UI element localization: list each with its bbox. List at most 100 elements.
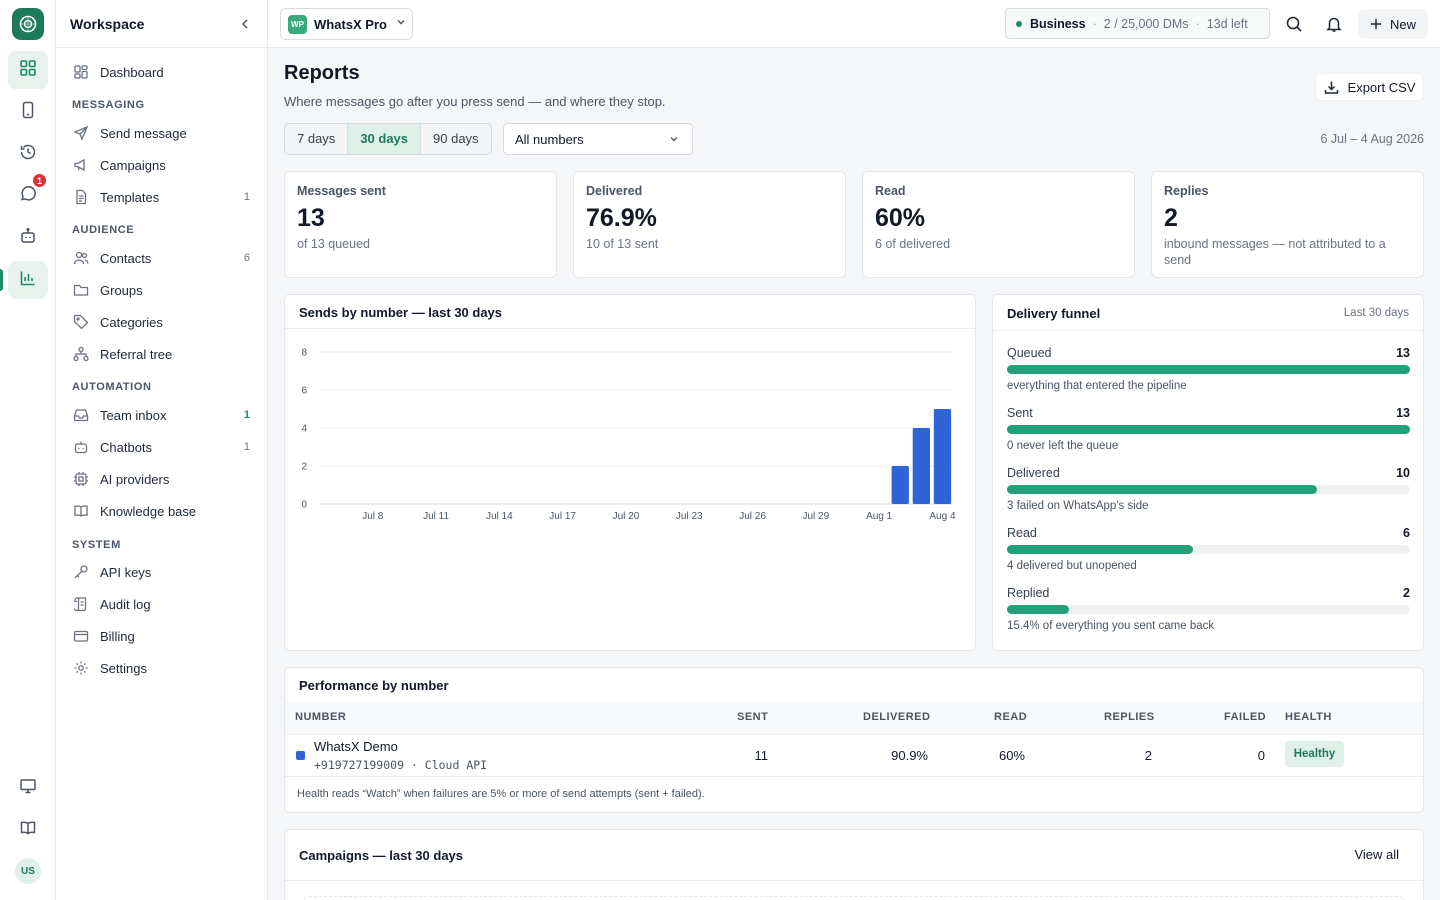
page-title: Reports: [284, 62, 360, 84]
sidebar-section-messaging: MESSAGING: [72, 99, 145, 111]
document-icon: [72, 188, 90, 206]
users-icon: [72, 249, 90, 267]
sidebar-item-categories[interactable]: Categories: [64, 307, 260, 337]
divider: [285, 776, 1423, 777]
logo-icon[interactable]: [12, 8, 44, 40]
workspace-logo: WP: [288, 14, 307, 34]
sidebar-item-chatbots[interactable]: Chatbots 1: [64, 432, 260, 462]
x-tick-label: Jul 26: [739, 511, 766, 522]
funnel-track: [1007, 365, 1410, 374]
sidebar-item-billing[interactable]: Billing: [64, 621, 260, 651]
sidebar-item-dashboard[interactable]: Dashboard: [64, 57, 260, 87]
funnel-bar: [1007, 365, 1410, 374]
sidebar-item-ai-providers[interactable]: AI providers: [64, 464, 260, 494]
monitor-icon: [19, 777, 37, 800]
sidebar-item-contacts[interactable]: Contacts 6: [64, 243, 260, 273]
sidebar-item-groups[interactable]: Groups: [64, 275, 260, 305]
inbox-icon: [72, 406, 90, 424]
sidebar-item-templates[interactable]: Templates 1: [64, 182, 260, 212]
sidebar-item-campaigns[interactable]: Campaigns: [64, 150, 260, 180]
rail-desktop-button[interactable]: [8, 769, 48, 807]
funnel-step-count: 13: [1396, 346, 1410, 360]
workspace-switcher[interactable]: WP WhatsX Pro: [280, 8, 413, 40]
sidebar-item-label: Team inbox: [100, 407, 167, 423]
sidebar-item-label: Campaigns: [100, 157, 166, 173]
sidebar-section-audience: AUDIENCE: [72, 224, 135, 236]
gear-icon: [72, 659, 90, 677]
funnel-bar: [1007, 545, 1193, 554]
folder-icon: [72, 281, 90, 299]
tree-icon: [72, 345, 90, 363]
y-tick-label: 2: [301, 462, 307, 473]
sidebar-item-team-inbox[interactable]: Team inbox 1: [64, 400, 260, 430]
sidebar-item-label: Dashboard: [100, 64, 164, 80]
sidebar-item-referral-tree[interactable]: Referral tree: [64, 339, 260, 369]
sidebar-item-count: 1: [243, 409, 250, 421]
sidebar-item-label: API keys: [100, 564, 152, 580]
funnel-bar: [1007, 605, 1069, 614]
column-header-number: NUMBER: [295, 711, 347, 723]
rail-devices-button[interactable]: [8, 93, 48, 131]
number-filter-select[interactable]: All numbers: [503, 123, 693, 155]
stat-card-replies: Replies 2 inbound messages — not attribu…: [1151, 171, 1424, 278]
sidebar-item-label: Settings: [100, 660, 147, 676]
sidebar-item-api-keys[interactable]: API keys: [64, 557, 260, 587]
x-tick-label: Jul 29: [803, 511, 830, 522]
send-icon: [72, 124, 90, 142]
sidebar-item-label: Referral tree: [100, 346, 173, 362]
avatar[interactable]: US: [15, 858, 41, 884]
range-90-days[interactable]: 90 days: [433, 131, 479, 146]
stat-label: Replies: [1164, 184, 1209, 198]
sidebar-section-automation: AUTOMATION: [72, 381, 152, 393]
rail-bots-button[interactable]: [8, 219, 48, 257]
key-icon: [72, 563, 90, 581]
search-icon[interactable]: [1284, 14, 1304, 34]
stat-subtext: of 13 queued: [297, 237, 370, 251]
bell-icon[interactable]: [1324, 14, 1344, 34]
sidebar-item-label: Contacts: [100, 250, 152, 266]
cpu-icon: [72, 470, 90, 488]
chevron-left-icon[interactable]: [237, 16, 253, 32]
download-icon: [1324, 80, 1339, 95]
stat-label: Read: [875, 184, 906, 198]
health-badge: Healthy: [1285, 741, 1344, 767]
range-7-days[interactable]: 7 days: [285, 124, 349, 154]
sidebar-item-knowledge-base[interactable]: Knowledge base: [64, 496, 260, 526]
cell-failed: 0: [1257, 748, 1265, 763]
plan-status[interactable]: Business · 2 / 25,000 DMs · 13d left: [1005, 8, 1270, 39]
view-all-link[interactable]: View all: [1354, 847, 1399, 862]
export-csv-label: Export CSV: [1347, 79, 1416, 95]
stat-value: 76.9%: [586, 204, 657, 232]
x-tick-label: Jul 20: [613, 511, 640, 522]
sidebar-item-settings[interactable]: Settings: [64, 653, 260, 683]
rail-history-button[interactable]: [8, 135, 48, 173]
plus-icon: [1370, 18, 1382, 30]
campaigns-placeholder: [303, 896, 1405, 900]
date-range: 6 Jul – 4 Aug 2026: [1320, 132, 1424, 146]
range-selector: 7 days 30 days 90 days: [284, 123, 492, 155]
funnel-bar: [1007, 425, 1410, 434]
stat-card-messages-sent: Messages sent 13 of 13 queued: [284, 171, 557, 278]
column-header-replies: REPLIES: [1104, 711, 1155, 723]
cell-sent: 11: [754, 748, 769, 763]
column-header-failed: FAILED: [1224, 711, 1267, 723]
sidebar-item-audit-log[interactable]: Audit log: [64, 589, 260, 619]
plan-tier: Business: [1030, 16, 1086, 31]
table-header: [285, 702, 1423, 734]
sidebar-item-send-message[interactable]: Send message: [64, 118, 260, 148]
export-csv-button[interactable]: Export CSV: [1315, 73, 1424, 101]
funnel-step-name: Delivered: [1007, 466, 1060, 480]
new-button[interactable]: New: [1358, 9, 1428, 39]
x-tick-label: Aug 4: [929, 511, 956, 522]
rail-docs-button[interactable]: [8, 811, 48, 849]
sidebar-item-label: Audit log: [100, 596, 151, 612]
stat-subtext: 10 of 13 sent: [586, 237, 659, 251]
rail-reports-button[interactable]: [0, 261, 48, 299]
workspace-title: Workspace: [70, 16, 145, 32]
sends-chart-title: Sends by number — last 30 days: [299, 305, 503, 320]
bar: [933, 409, 952, 504]
rail-chat-button[interactable]: 1: [8, 173, 48, 215]
chevron-down-icon: [668, 133, 680, 148]
range-30-days[interactable]: 30 days: [348, 124, 422, 154]
rail-dashboard-button[interactable]: [8, 51, 48, 89]
